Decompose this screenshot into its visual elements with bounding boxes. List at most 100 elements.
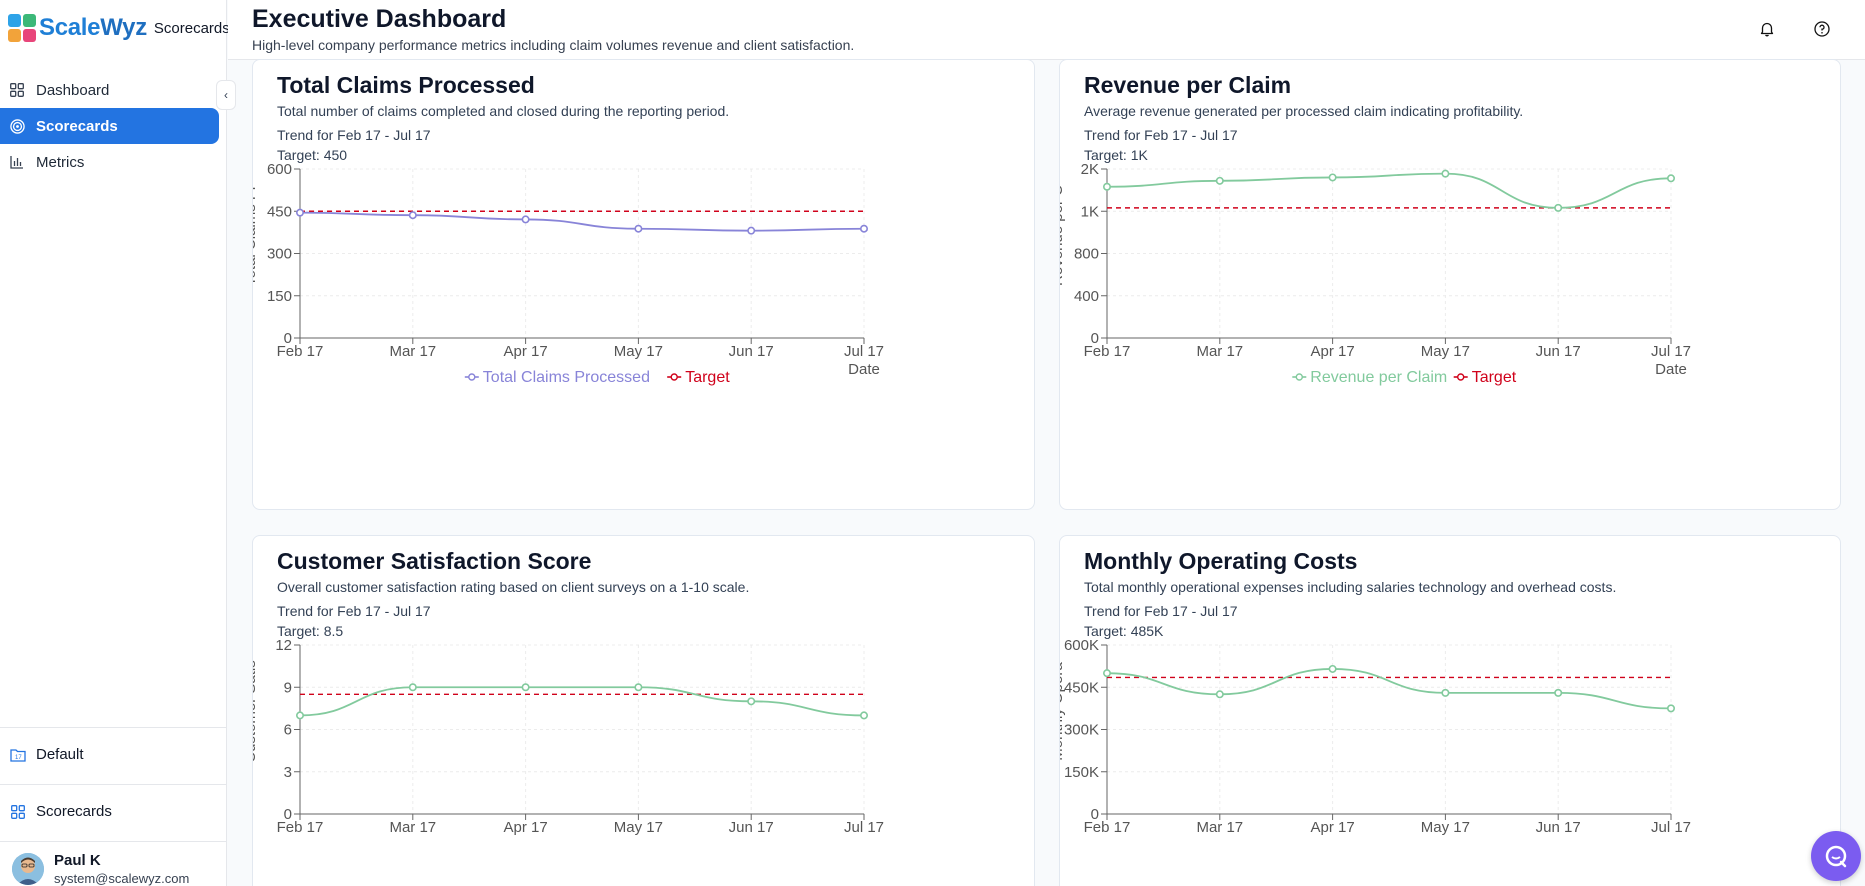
card-title: Total Claims Processed <box>277 72 535 98</box>
sidebar-item-label: Metrics <box>36 153 85 171</box>
data-point <box>521 215 530 224</box>
card-target: Target: 1K <box>1084 147 1148 163</box>
scorecards-link-label: Scorecards <box>36 803 112 820</box>
user-name: Paul K <box>54 852 101 869</box>
workspace-selector[interactable]: 17 Default <box>10 746 84 763</box>
legend-swatch-dot <box>1457 373 1465 381</box>
chart-plot: 0 150 300 450 600 Feb 17 Mar 17 Apr 17 May 17 Jun… <box>253 161 884 378</box>
x-axis-label: Date <box>1655 361 1687 378</box>
line-chart: 0 150 300 450 600 Feb 17 Mar 17 Apr 17 May 17 Jun… <box>253 161 884 386</box>
x-tick-label: Apr 17 <box>1310 819 1354 836</box>
y-tick-label: 400 <box>1074 288 1099 305</box>
data-point <box>1102 182 1111 191</box>
x-tick-label: Jun 17 <box>1536 819 1581 836</box>
x-tick-label: Apr 17 <box>1310 343 1354 360</box>
legend: Total Claims Processed Target <box>464 369 730 386</box>
sidebar-item-label: Scorecards <box>36 117 118 135</box>
y-tick-label: 6 <box>284 722 292 739</box>
brand-name: ScaleWyz <box>39 14 147 41</box>
x-tick-label: Mar 17 <box>389 819 436 836</box>
y-tick-label: 0 <box>284 806 292 823</box>
user-email: system@scalewyz.com <box>54 871 190 886</box>
line-chart: 0 3 6 9 12 Feb 17 Mar 17 Apr 17 May 17 Jun 17 Jul … <box>253 637 884 836</box>
data-point <box>747 226 756 235</box>
collapse-sidebar-button[interactable]: ‹ <box>216 80 236 110</box>
data-point <box>1441 688 1450 697</box>
avatar <box>12 853 44 885</box>
card-title: Monthly Operating Costs <box>1084 548 1358 574</box>
sidebar: ScaleWyz Scorecards Dashboard Scorecards <box>0 0 230 886</box>
data-point <box>1554 203 1563 212</box>
x-tick-label: Feb 17 <box>277 819 324 836</box>
chart-plot: 0 400 800 1K 2K Feb 17 Mar 17 Apr 17 May 17 Jun 1… <box>1060 161 1691 378</box>
metric-card: Monthly Operating Costs Total monthly op… <box>1059 535 1841 886</box>
x-tick-label: Jul 17 <box>1651 343 1691 360</box>
series-line <box>1106 172 1672 209</box>
bell-icon <box>1760 22 1774 37</box>
x-tick-label: Jun 17 <box>729 343 774 360</box>
y-tick-label: 1K <box>1081 203 1099 220</box>
legend-label: Total Claims Processed <box>483 369 650 386</box>
workspace-label: Default <box>36 746 84 763</box>
legend-swatch-dot <box>670 373 678 381</box>
sidebar-item-dashboard[interactable]: Dashboard <box>0 72 219 108</box>
notifications-button[interactable] <box>1756 18 1778 40</box>
data-point <box>408 211 417 220</box>
data-point <box>634 224 643 233</box>
data-point <box>1215 690 1224 699</box>
legend-swatch-dot <box>468 373 476 381</box>
card-target: Target: 8.5 <box>277 623 344 639</box>
card-trend: Trend for Feb 17 - Jul 17 <box>1084 603 1238 619</box>
logo-icon <box>8 14 36 42</box>
data-point <box>1666 704 1675 713</box>
grid-icon <box>10 804 26 820</box>
user-profile[interactable]: Paul K system@scalewyz.com <box>12 852 189 886</box>
data-point <box>295 711 304 720</box>
x-tick-label: Feb 17 <box>1084 343 1131 360</box>
data-point <box>747 697 756 706</box>
sidebar-item-metrics[interactable]: Metrics <box>0 144 219 180</box>
x-tick-label: Feb 17 <box>277 343 324 360</box>
x-tick-label: Jun 17 <box>1536 343 1581 360</box>
card-target: Target: 450 <box>277 147 348 163</box>
data-point <box>1215 176 1224 185</box>
line-chart: 0 150K 300K 450K 600K Feb 17 Mar 17 Apr 17 May 1… <box>1060 637 1691 836</box>
x-tick-label: Mar 17 <box>1196 819 1243 836</box>
legend: Revenue per Claim Target <box>1292 369 1517 386</box>
x-tick-label: May 17 <box>1421 343 1470 360</box>
sidebar-item-scorecards[interactable]: Scorecards <box>0 108 219 144</box>
y-tick-label: 9 <box>284 679 292 696</box>
scorecards-link[interactable]: Scorecards <box>10 803 112 820</box>
divider <box>0 784 227 785</box>
x-tick-label: Apr 17 <box>503 819 547 836</box>
divider <box>0 841 227 842</box>
help-button[interactable] <box>1811 18 1833 40</box>
grid-icon <box>9 82 25 98</box>
folder-icon: 17 <box>10 747 26 763</box>
chart-plot: 0 3 6 9 12 Feb 17 Mar 17 Apr 17 May 17 Jun 17 Jul … <box>253 637 884 836</box>
series-line <box>1106 668 1672 710</box>
x-tick-label: Jun 17 <box>729 819 774 836</box>
series-line <box>299 686 865 717</box>
x-tick-label: Jul 17 <box>844 819 884 836</box>
series-line <box>299 211 865 232</box>
data-point <box>1441 169 1450 178</box>
legend-label: Target <box>685 369 730 386</box>
brand[interactable]: ScaleWyz Scorecards <box>8 10 230 46</box>
data-point <box>1666 174 1675 183</box>
chat-support-button[interactable] <box>1811 831 1861 881</box>
data-point <box>1328 173 1337 182</box>
data-point <box>408 683 417 692</box>
chat-icon <box>1825 845 1847 868</box>
svg-text:17: 17 <box>15 755 22 761</box>
card-title: Customer Satisfaction Score <box>277 548 592 574</box>
metric-card: Customer Satisfaction Score Overall cust… <box>252 535 1035 886</box>
y-tick-label: 600 <box>267 161 292 178</box>
y-tick-label: 150 <box>267 288 292 305</box>
data-point <box>1554 688 1563 697</box>
y-axis-label: Customer Satis <box>253 660 259 763</box>
card-trend: Trend for Feb 17 - Jul 17 <box>277 603 431 619</box>
card-trend: Trend for Feb 17 - Jul 17 <box>277 127 431 143</box>
page-title: Executive Dashboard <box>252 5 507 33</box>
y-tick-label: 0 <box>284 330 292 347</box>
